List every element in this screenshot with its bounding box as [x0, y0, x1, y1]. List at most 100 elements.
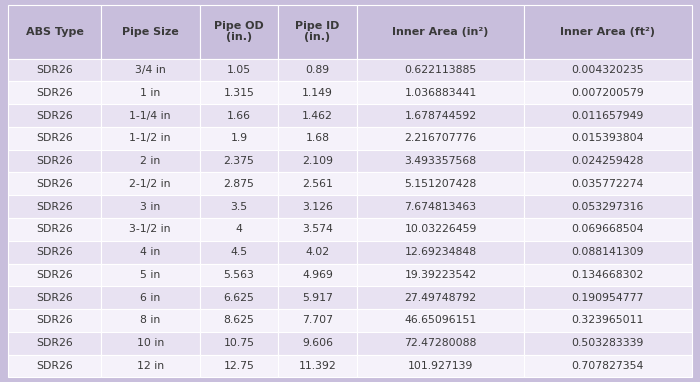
Text: 11.392: 11.392 — [299, 361, 337, 371]
FancyBboxPatch shape — [101, 195, 200, 218]
FancyBboxPatch shape — [524, 104, 692, 127]
FancyBboxPatch shape — [524, 332, 692, 354]
FancyBboxPatch shape — [279, 59, 357, 81]
Text: 5.563: 5.563 — [223, 270, 254, 280]
FancyBboxPatch shape — [199, 218, 279, 241]
FancyBboxPatch shape — [199, 195, 279, 218]
FancyBboxPatch shape — [8, 332, 101, 354]
FancyBboxPatch shape — [279, 218, 357, 241]
FancyBboxPatch shape — [199, 127, 279, 150]
FancyBboxPatch shape — [199, 5, 279, 59]
FancyBboxPatch shape — [357, 59, 524, 81]
Text: 1-1/4 in: 1-1/4 in — [130, 110, 171, 121]
FancyBboxPatch shape — [279, 5, 357, 59]
Text: 4 in: 4 in — [140, 247, 160, 257]
Text: 4.969: 4.969 — [302, 270, 333, 280]
Text: 1 in: 1 in — [140, 88, 160, 98]
FancyBboxPatch shape — [199, 150, 279, 173]
FancyBboxPatch shape — [279, 309, 357, 332]
Text: 0.024259428: 0.024259428 — [572, 156, 644, 166]
Text: 0.622113885: 0.622113885 — [405, 65, 477, 75]
Text: 1.9: 1.9 — [230, 133, 248, 143]
FancyBboxPatch shape — [524, 81, 692, 104]
FancyBboxPatch shape — [101, 354, 200, 377]
Text: 10.75: 10.75 — [223, 338, 255, 348]
Text: 3/4 in: 3/4 in — [135, 65, 165, 75]
Text: 8.625: 8.625 — [223, 316, 254, 325]
Text: 0.088141309: 0.088141309 — [572, 247, 644, 257]
Text: 0.134668302: 0.134668302 — [572, 270, 644, 280]
Text: SDR26: SDR26 — [36, 316, 73, 325]
FancyBboxPatch shape — [199, 332, 279, 354]
FancyBboxPatch shape — [357, 286, 524, 309]
FancyBboxPatch shape — [279, 127, 357, 150]
Text: SDR26: SDR26 — [36, 110, 73, 121]
FancyBboxPatch shape — [357, 264, 524, 286]
FancyBboxPatch shape — [8, 59, 101, 81]
FancyBboxPatch shape — [8, 241, 101, 264]
FancyBboxPatch shape — [8, 5, 101, 59]
FancyBboxPatch shape — [199, 309, 279, 332]
Text: 2.375: 2.375 — [223, 156, 254, 166]
Text: 0.89: 0.89 — [305, 65, 330, 75]
FancyBboxPatch shape — [101, 218, 200, 241]
FancyBboxPatch shape — [357, 150, 524, 173]
FancyBboxPatch shape — [101, 286, 200, 309]
FancyBboxPatch shape — [101, 264, 200, 286]
Text: 0.011657949: 0.011657949 — [572, 110, 644, 121]
Text: 3-1/2 in: 3-1/2 in — [130, 224, 171, 235]
Text: 3.5: 3.5 — [230, 202, 248, 212]
Text: SDR26: SDR26 — [36, 293, 73, 303]
Text: 0.190954777: 0.190954777 — [572, 293, 644, 303]
Text: 0.035772274: 0.035772274 — [572, 179, 644, 189]
Text: 2 in: 2 in — [140, 156, 160, 166]
Text: 1-1/2 in: 1-1/2 in — [130, 133, 171, 143]
FancyBboxPatch shape — [524, 218, 692, 241]
FancyBboxPatch shape — [279, 286, 357, 309]
FancyBboxPatch shape — [8, 173, 101, 195]
Text: 2.216707776: 2.216707776 — [405, 133, 477, 143]
Text: 2.109: 2.109 — [302, 156, 333, 166]
FancyBboxPatch shape — [279, 173, 357, 195]
Text: 6.625: 6.625 — [223, 293, 254, 303]
Text: 2-1/2 in: 2-1/2 in — [130, 179, 171, 189]
FancyBboxPatch shape — [357, 218, 524, 241]
FancyBboxPatch shape — [199, 241, 279, 264]
Text: SDR26: SDR26 — [36, 179, 73, 189]
FancyBboxPatch shape — [199, 173, 279, 195]
FancyBboxPatch shape — [279, 195, 357, 218]
Text: 1.66: 1.66 — [227, 110, 251, 121]
FancyBboxPatch shape — [199, 264, 279, 286]
Text: 2.561: 2.561 — [302, 179, 333, 189]
Text: 19.39223542: 19.39223542 — [405, 270, 477, 280]
FancyBboxPatch shape — [524, 354, 692, 377]
FancyBboxPatch shape — [8, 150, 101, 173]
Text: 12.69234848: 12.69234848 — [405, 247, 477, 257]
FancyBboxPatch shape — [279, 241, 357, 264]
FancyBboxPatch shape — [357, 309, 524, 332]
FancyBboxPatch shape — [524, 195, 692, 218]
FancyBboxPatch shape — [357, 104, 524, 127]
FancyBboxPatch shape — [524, 241, 692, 264]
Text: 0.707827354: 0.707827354 — [572, 361, 644, 371]
Text: 3.574: 3.574 — [302, 224, 333, 235]
FancyBboxPatch shape — [8, 195, 101, 218]
Text: 101.927139: 101.927139 — [408, 361, 473, 371]
Text: 10 in: 10 in — [136, 338, 164, 348]
FancyBboxPatch shape — [524, 286, 692, 309]
FancyBboxPatch shape — [279, 354, 357, 377]
Text: SDR26: SDR26 — [36, 361, 73, 371]
FancyBboxPatch shape — [357, 332, 524, 354]
Text: 1.036883441: 1.036883441 — [405, 88, 477, 98]
Text: Inner Area (ft²): Inner Area (ft²) — [561, 27, 655, 37]
Text: 27.49748792: 27.49748792 — [405, 293, 477, 303]
Text: 4.5: 4.5 — [230, 247, 248, 257]
Text: Pipe ID
(in.): Pipe ID (in.) — [295, 21, 340, 42]
Text: 0.015393804: 0.015393804 — [572, 133, 644, 143]
Text: 12 in: 12 in — [136, 361, 164, 371]
Text: 2.875: 2.875 — [223, 179, 254, 189]
Text: 4.02: 4.02 — [305, 247, 330, 257]
FancyBboxPatch shape — [524, 59, 692, 81]
Text: 8 in: 8 in — [140, 316, 160, 325]
FancyBboxPatch shape — [101, 104, 200, 127]
